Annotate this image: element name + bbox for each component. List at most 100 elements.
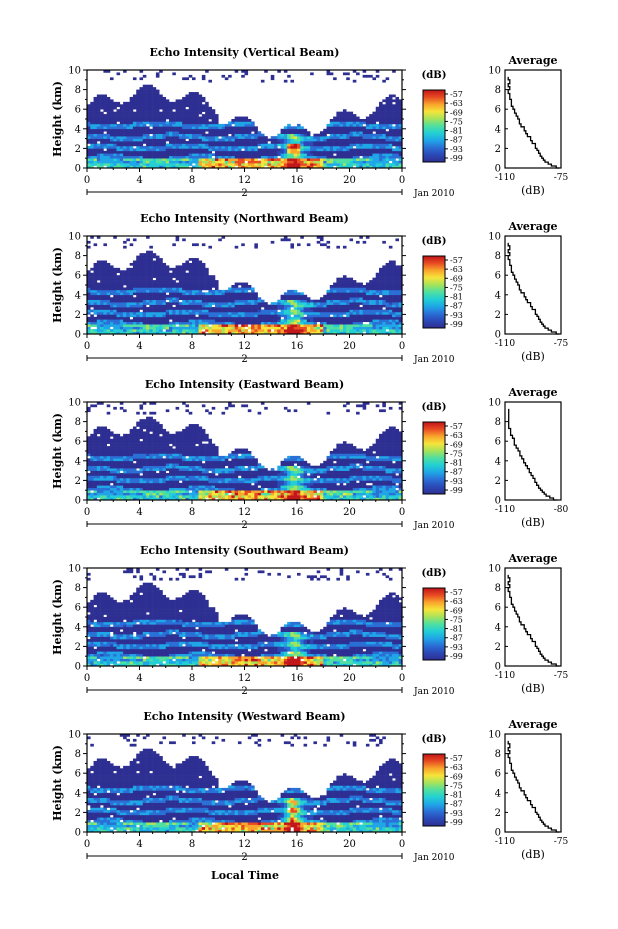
date-label: Jan 2010 [413,355,455,365]
y-tick-label: 6 [75,105,81,116]
colorbar [422,753,446,827]
y-axis-label: Height (km) [51,81,64,157]
colorbar-unit: (dB) [422,734,447,745]
day-marker: 2 [241,852,247,863]
y-tick-label: 8 [75,417,81,428]
profile-y-tick-label: 8 [495,749,501,760]
y-axis-label: Height (km) [51,745,64,821]
colorbar-unit: (dB) [422,402,447,413]
profile-frame [504,235,562,335]
y-tick-label: 2 [75,642,81,653]
colorbar-tick-label: -99 [450,154,463,163]
panel-title: Echo Intensity (Eastward Beam) [145,378,344,391]
profile-y-tick-label: 2 [495,476,501,487]
colorbar-tick-label: -81 [450,791,463,800]
y-tick-label: 8 [75,749,81,760]
profile-y-tick-label: 2 [495,808,501,819]
colorbar [422,255,446,329]
profile-x-tick-label: -110 [495,173,515,183]
x-tick-label: 0 [399,507,405,518]
profile-x-label: (dB) [521,184,545,197]
y-tick-label: 8 [75,583,81,594]
profile-y-tick-label: 4 [495,290,501,301]
colorbar-tick-label: -57 [450,90,463,99]
y-tick-label: 4 [75,622,81,633]
day-marker: 2 [241,354,247,365]
x-tick-label: 0 [84,673,90,684]
profile-y-tick-label: 8 [495,417,501,428]
profile-y-tick-label: 0 [495,496,501,507]
x-tick-label: 12 [238,673,251,684]
x-tick-label: 20 [343,673,356,684]
colorbar-tick-label: -75 [450,117,463,126]
colorbar-unit: (dB) [422,236,447,247]
profile-y-tick-label: 6 [495,437,501,448]
y-tick-label: 2 [75,476,81,487]
profile-x-tick-label: -110 [495,505,515,515]
colorbar-tick-label: -87 [450,800,463,809]
profile-title: Average [507,718,557,731]
x-tick-label: 16 [291,175,304,186]
heatmap-cells [87,236,403,335]
colorbar-tick-label: -69 [450,772,463,781]
profile-y-tick-label: 6 [495,105,501,116]
colorbar-tick-label: -93 [450,311,463,320]
heatmap-cells [87,734,403,833]
colorbar [422,89,446,163]
x-tick-label: 4 [136,175,142,186]
profile-y-tick-label: 6 [495,271,501,282]
profile-title: Average [507,54,557,67]
x-tick-label: 4 [136,341,142,352]
x-tick-label: 12 [238,175,251,186]
colorbar-tick-label: -93 [450,145,463,154]
profile-y-tick-label: 4 [495,456,501,467]
colorbar-tick-label: -87 [450,634,463,643]
colorbar-unit: (dB) [422,70,447,81]
profile-y-tick-label: 4 [495,622,501,633]
colorbar-tick-label: -63 [450,597,463,606]
x-tick-label: 0 [399,839,405,850]
x-axis-label: Local Time [211,869,279,882]
colorbar-tick-label: -69 [450,108,463,117]
profile-x-tick-label: -110 [495,671,515,681]
profile-x-label: (dB) [521,516,545,529]
panel-west: Echo Intensity (Westward Beam) 0 2 4 6 8 10 0 4 8… [51,710,569,863]
colorbar-tick-label: -93 [450,809,463,818]
colorbar-tick-label: -63 [450,763,463,772]
colorbar-tick-label: -81 [450,293,463,302]
y-tick-label: 6 [75,769,81,780]
y-tick-label: 10 [68,66,81,77]
x-tick-label: 16 [291,839,304,850]
profile-line [507,76,560,169]
colorbar-tick-label: -69 [450,440,463,449]
x-tick-label: 8 [189,341,195,352]
panel-title: Echo Intensity (Southward Beam) [140,544,349,557]
date-label: Jan 2010 [413,521,455,531]
profile-x-tick-label: -75 [554,173,569,183]
panel-north: Echo Intensity (Northward Beam) 0 2 4 6 8 10 0 4… [51,212,569,365]
y-tick-label: 4 [75,290,81,301]
profile-y-tick-label: 0 [495,828,501,839]
panel-south: Echo Intensity (Southward Beam) 0 2 4 6 8 10 0 4… [51,544,569,697]
y-tick-label: 6 [75,271,81,282]
colorbar-tick-label: -87 [450,468,463,477]
y-tick-label: 0 [75,164,81,175]
x-tick-label: 16 [291,341,304,352]
y-tick-label: 6 [75,603,81,614]
colorbar-tick-label: -57 [450,588,463,597]
profile-y-tick-label: 2 [495,144,501,155]
profile-y-tick-label: 6 [495,603,501,614]
y-tick-label: 2 [75,144,81,155]
colorbar-tick-label: -81 [450,625,463,634]
x-tick-label: 8 [189,673,195,684]
profile-frame [504,733,562,833]
colorbar-tick-label: -57 [450,754,463,763]
x-tick-label: 4 [136,839,142,850]
colorbar-tick-label: -75 [450,615,463,624]
colorbar-unit: (dB) [422,568,447,579]
x-tick-label: 16 [291,673,304,684]
colorbar-tick-label: -87 [450,302,463,311]
profile-y-tick-label: 4 [495,124,501,135]
day-marker: 2 [241,686,247,697]
